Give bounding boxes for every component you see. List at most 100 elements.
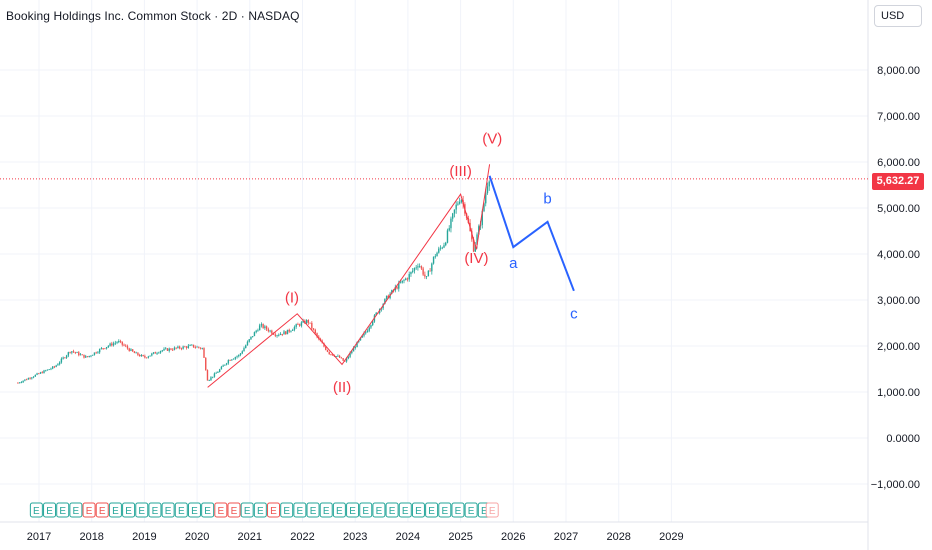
earnings-badge-label: E [257, 506, 264, 517]
earnings-badge-label: E [73, 506, 80, 517]
candle-body [481, 211, 483, 225]
y-tick-label: 1,000.00 [877, 387, 920, 399]
candle-body [328, 351, 330, 355]
candle-body [100, 348, 103, 350]
candle-body [208, 379, 210, 381]
candle-body [231, 359, 233, 361]
symbol-name: Booking Holdings Inc. Common Stock [6, 9, 211, 23]
candle-body [192, 344, 195, 348]
candle-body [104, 348, 106, 350]
earnings-badge-label: E [428, 506, 435, 517]
candle-body [102, 348, 104, 349]
candle-body [189, 345, 191, 346]
candle-body [410, 271, 412, 275]
earnings-badge-label: E [217, 506, 224, 517]
candle-body [137, 352, 139, 355]
candle-body [307, 319, 310, 323]
x-tick-label: 2026 [501, 531, 525, 543]
candle-body [48, 369, 50, 371]
candle-body [67, 352, 70, 356]
candle-body [227, 360, 230, 364]
candle-body [337, 355, 339, 357]
candle-body [316, 333, 318, 337]
candle-body [166, 348, 169, 351]
candle-body [255, 330, 257, 333]
candle-body [271, 330, 273, 334]
candle-body [50, 368, 52, 370]
earnings-badge-label: E [165, 506, 172, 517]
candle-body [81, 354, 83, 356]
candle-body [25, 379, 28, 381]
earnings-badge [227, 502, 241, 518]
earnings-badge-label: E [323, 506, 330, 517]
candle-body [338, 355, 341, 358]
impulse-wave-line [207, 164, 491, 388]
wave-label: (III) [449, 163, 472, 180]
candle-body [132, 349, 134, 352]
candle-body [241, 351, 243, 354]
candle-body [340, 357, 343, 359]
candle-body [290, 330, 292, 332]
earnings-badge [95, 502, 109, 518]
candle-body [257, 330, 259, 332]
candle-body [211, 376, 214, 378]
last-price-label: 5,632.27 [872, 173, 924, 190]
candle-body [93, 352, 96, 355]
candle-body [445, 242, 447, 246]
wave-label: a [509, 255, 518, 272]
earnings-badge [438, 502, 452, 518]
candle-body [434, 256, 437, 258]
earnings-badge-label: E [59, 506, 66, 517]
candle-body [178, 346, 181, 349]
wave-label: (I) [285, 289, 299, 306]
currency-button[interactable]: USD [874, 5, 922, 27]
candle-body [88, 355, 90, 357]
earnings-badge [319, 502, 333, 518]
candle-body [441, 247, 443, 249]
candle-body [267, 329, 270, 332]
exchange-label: NASDAQ [248, 9, 300, 23]
candle-body [182, 346, 184, 349]
earnings-badge-label: E [297, 506, 304, 517]
earnings-badge-label: E [389, 506, 396, 517]
wave-label: b [543, 190, 551, 207]
earnings-badge [372, 502, 386, 518]
candle-body [311, 322, 313, 329]
earnings-badge-label: E [481, 506, 488, 517]
candle-body [279, 333, 282, 335]
correction-wave-line [488, 175, 575, 292]
candle-body [460, 200, 463, 202]
y-tick-label: 7,000.00 [877, 111, 920, 123]
candle-body [177, 346, 179, 349]
candle-body [488, 181, 490, 187]
candle-body [302, 320, 304, 323]
candle-body [285, 331, 287, 335]
candle-body [52, 366, 54, 369]
candle-body [425, 276, 428, 277]
candle-body [370, 325, 372, 328]
candle-body [20, 382, 23, 383]
candle-body [72, 351, 75, 353]
candle-body [251, 336, 254, 337]
candle-body [76, 352, 78, 354]
earnings-badge-label: E [468, 506, 475, 517]
candle-body [239, 353, 242, 355]
wave-label: (V) [482, 131, 502, 148]
candle-body [222, 365, 224, 367]
candle-body [142, 355, 144, 357]
earnings-badge [187, 502, 201, 518]
candle-body [71, 351, 73, 353]
candle-body [217, 371, 219, 373]
candle-body [455, 204, 457, 210]
candle-body [471, 231, 473, 240]
candle-body [253, 332, 256, 337]
x-tick-label: 2017 [27, 531, 51, 543]
earnings-badge-label: E [376, 506, 383, 517]
candle-body [109, 343, 111, 346]
candle-body [232, 358, 235, 360]
candle-body [163, 348, 165, 351]
candle-body [446, 230, 449, 243]
earnings-badge [267, 502, 281, 518]
candle-body [368, 327, 370, 331]
